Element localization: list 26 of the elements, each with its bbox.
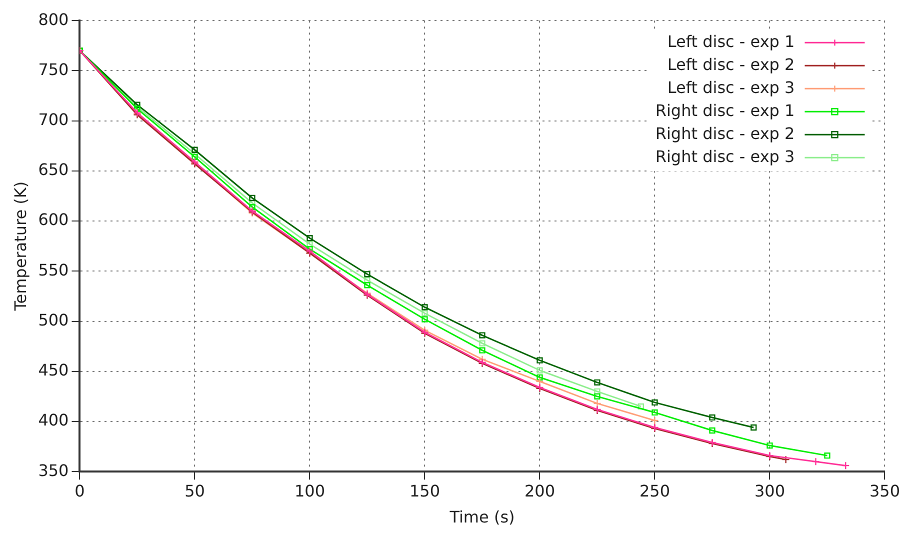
y-tick-label: 450	[38, 360, 69, 380]
y-tick-label: 750	[38, 60, 69, 79]
x-tick-label: 250	[639, 481, 670, 500]
y-tick-label: 800	[38, 10, 69, 29]
legend-label: Right disc - exp 3	[655, 146, 795, 166]
legend-label: Right disc - exp 2	[655, 124, 795, 143]
x-tick-label: 0	[74, 481, 85, 500]
legend-label: Left disc - exp 1	[667, 32, 795, 51]
x-tick-label: 350	[869, 481, 900, 500]
legend-label: Left disc - exp 2	[667, 54, 795, 74]
x-tick-label: 200	[524, 481, 556, 500]
x-axis-title: Time (s)	[448, 508, 515, 527]
legend-label: Left disc - exp 3	[667, 78, 795, 97]
x-tick-label: 50	[184, 481, 205, 500]
x-tick-label: 150	[409, 481, 440, 500]
x-tick-label: 100	[294, 481, 326, 500]
y-axis-title: Temperature (K)	[10, 181, 30, 312]
legend-label: Right disc - exp 1	[655, 100, 795, 120]
y-tick-label: 500	[38, 310, 69, 330]
y-tick-label: 350	[38, 460, 69, 480]
y-tick-label: 650	[38, 160, 69, 180]
y-tick-label: 400	[38, 410, 69, 430]
y-tick-label: 700	[38, 110, 69, 129]
y-tick-label: 600	[38, 210, 69, 230]
y-tick-label: 550	[38, 260, 69, 280]
x-tick-label: 300	[754, 481, 786, 500]
